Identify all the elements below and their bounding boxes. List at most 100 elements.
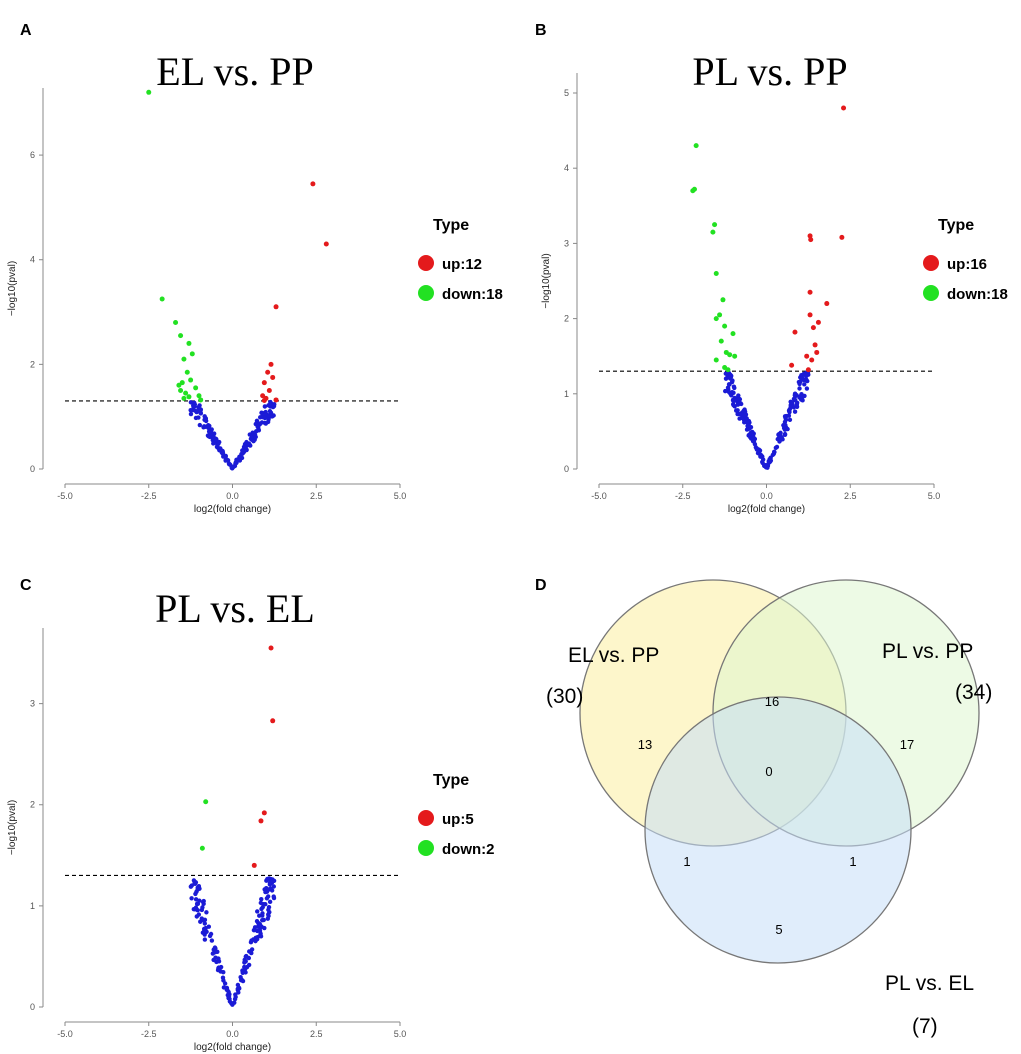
point-down bbox=[198, 397, 204, 403]
point-not-significant bbox=[782, 414, 788, 419]
point-not-significant bbox=[265, 916, 271, 921]
x-tick-label: -5.0 bbox=[591, 491, 607, 501]
point-not-significant bbox=[224, 987, 230, 993]
point-not-significant bbox=[744, 420, 750, 425]
volcano-b-title: PL vs. PP bbox=[692, 49, 848, 94]
point-not-significant bbox=[209, 938, 215, 943]
point-not-significant bbox=[726, 389, 731, 394]
point-down bbox=[199, 845, 205, 851]
point-up bbox=[814, 349, 820, 355]
point-not-significant bbox=[751, 439, 757, 444]
point-up bbox=[804, 353, 810, 359]
point-not-significant bbox=[240, 970, 245, 975]
point-down bbox=[196, 393, 202, 399]
point-not-significant bbox=[197, 403, 202, 408]
point-not-significant bbox=[259, 410, 264, 415]
point-not-significant bbox=[203, 416, 208, 422]
point-not-significant bbox=[264, 896, 270, 901]
point-not-significant bbox=[746, 433, 751, 438]
point-down bbox=[712, 222, 718, 228]
point-not-significant bbox=[199, 916, 205, 921]
legend-down-label: down:18 bbox=[947, 286, 1008, 303]
point-down bbox=[178, 388, 184, 394]
point-up bbox=[323, 241, 329, 247]
y-tick-label: 3 bbox=[30, 699, 35, 709]
point-not-significant bbox=[253, 429, 259, 434]
volcano-c-title: PL vs. EL bbox=[155, 586, 315, 631]
point-not-significant bbox=[790, 400, 795, 405]
point-up bbox=[268, 361, 274, 367]
point-not-significant bbox=[755, 447, 760, 452]
x-tick-label: -2.5 bbox=[141, 1029, 157, 1039]
point-not-significant bbox=[188, 400, 194, 405]
point-not-significant bbox=[233, 461, 238, 466]
point-not-significant bbox=[726, 382, 732, 387]
point-not-significant bbox=[189, 896, 194, 901]
volcano-a-title: EL vs. PP bbox=[156, 49, 314, 94]
x-tick-label: 2.5 bbox=[310, 491, 323, 501]
legend-up-label: up:5 bbox=[442, 811, 474, 828]
point-not-significant bbox=[735, 402, 741, 407]
point-not-significant bbox=[227, 999, 233, 1004]
point-not-significant bbox=[251, 438, 256, 444]
legend-title: Type bbox=[433, 217, 469, 234]
point-not-significant bbox=[207, 423, 212, 429]
point-not-significant bbox=[266, 907, 271, 913]
point-down bbox=[159, 296, 165, 302]
venn-set-el-pp-name: EL vs. PP bbox=[568, 644, 659, 667]
point-down bbox=[727, 352, 733, 358]
point-up bbox=[824, 301, 830, 307]
point-not-significant bbox=[797, 386, 802, 391]
point-not-significant bbox=[188, 407, 193, 413]
point-not-significant bbox=[267, 409, 273, 414]
x-tick-label: 0.0 bbox=[760, 491, 773, 501]
point-not-significant bbox=[238, 975, 243, 980]
point-not-significant bbox=[244, 447, 249, 453]
point-not-significant bbox=[196, 415, 201, 420]
point-not-significant bbox=[208, 430, 214, 436]
point-not-significant bbox=[212, 949, 218, 955]
point-not-significant bbox=[202, 928, 207, 934]
point-not-significant bbox=[744, 416, 749, 421]
legend-down-marker bbox=[923, 285, 939, 301]
point-not-significant bbox=[216, 965, 221, 971]
point-not-significant bbox=[792, 392, 798, 398]
point-down bbox=[146, 89, 152, 95]
point-up bbox=[260, 393, 266, 399]
point-not-significant bbox=[792, 409, 798, 414]
point-not-significant bbox=[258, 934, 264, 939]
point-not-significant bbox=[242, 960, 247, 965]
point-up bbox=[270, 718, 276, 724]
point-not-significant bbox=[212, 945, 218, 950]
point-up bbox=[251, 862, 257, 868]
point-not-significant bbox=[786, 413, 792, 418]
point-not-significant bbox=[235, 982, 241, 988]
point-down bbox=[188, 377, 194, 383]
point-not-significant bbox=[730, 398, 736, 403]
point-not-significant bbox=[787, 417, 793, 422]
point-not-significant bbox=[200, 905, 205, 910]
point-not-significant bbox=[223, 453, 228, 459]
x-tick-label: 2.5 bbox=[844, 491, 857, 501]
point-not-significant bbox=[258, 925, 263, 931]
y-tick-label: 0 bbox=[564, 464, 569, 474]
point-not-significant bbox=[263, 889, 268, 895]
point-down bbox=[713, 316, 719, 322]
point-up bbox=[810, 325, 816, 331]
point-not-significant bbox=[745, 426, 751, 432]
point-not-significant bbox=[233, 994, 238, 1000]
point-down bbox=[189, 351, 195, 357]
point-not-significant bbox=[767, 457, 772, 462]
point-not-significant bbox=[260, 911, 265, 916]
point-not-significant bbox=[201, 901, 206, 907]
venn-region-el-pp: 16 bbox=[765, 694, 779, 709]
point-up bbox=[268, 645, 274, 651]
y-axis-label: −log10(pval) bbox=[7, 261, 18, 316]
venn-set-pl-pp-count: (34) bbox=[955, 681, 992, 704]
point-not-significant bbox=[260, 918, 265, 923]
point-not-significant bbox=[192, 404, 197, 409]
x-tick-label: -5.0 bbox=[57, 491, 73, 501]
point-down bbox=[178, 333, 184, 339]
legend-up-marker bbox=[923, 255, 939, 271]
point-not-significant bbox=[262, 404, 268, 409]
